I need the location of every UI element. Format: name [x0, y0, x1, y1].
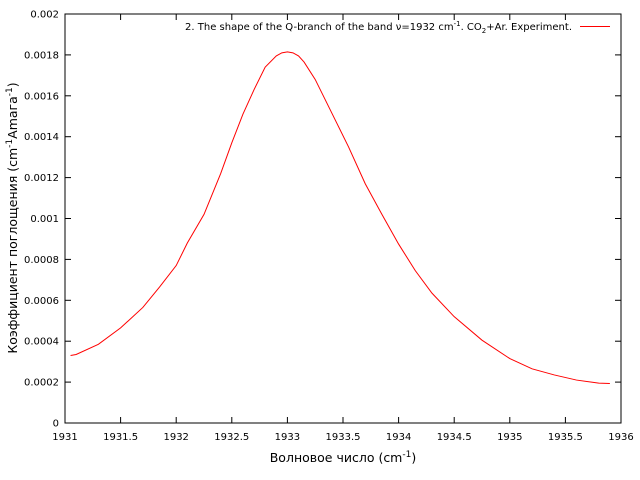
y-tick-label: 0.0008	[24, 255, 59, 266]
x-tick-label: 1933.5	[326, 432, 361, 443]
x-tick-label: 1934	[386, 432, 411, 443]
series-layer	[70, 51, 610, 385]
y-tick-label: 0.0002	[24, 378, 59, 389]
legend-label: 2. The shape of the Q-branch of the band…	[185, 20, 572, 35]
y-axis-ticks: 0 0.0002 0.0004 0.0006 0.0008 0.001 0.0012 0.00…	[24, 10, 621, 430]
x-tick-label: 1931	[52, 432, 77, 443]
y-axis-title: Коэффициент поглощения (cm-1Amага-1)	[5, 82, 20, 353]
y-tick-label: 0.002	[30, 10, 59, 21]
x-tick-label: 1936	[608, 432, 633, 443]
y-tick-label: 0	[53, 419, 59, 430]
y-tick-label: 0.0006	[24, 296, 59, 307]
legend: 2. The shape of the Q-branch of the band…	[185, 20, 610, 35]
x-axis-title: Волновое число (cm-1)	[270, 450, 417, 465]
series-line	[70, 51, 610, 385]
y-tick-label: 0.0012	[24, 173, 59, 184]
y-tick-label: 0.0004	[24, 337, 59, 348]
y-tick-label: 0.0018	[24, 50, 59, 61]
x-tick-label: 1932.5	[214, 432, 249, 443]
x-tick-label: 1933	[275, 432, 300, 443]
y-tick-label: 0.0016	[24, 91, 59, 102]
plot-frame	[64, 13, 622, 424]
y-tick-label: 0.001	[30, 214, 59, 225]
x-tick-label: 1934.5	[437, 432, 472, 443]
x-tick-label: 1935	[497, 432, 522, 443]
x-tick-label: 1932	[163, 432, 188, 443]
x-axis-ticks: 1931 1931.5 1932 1932.5 1933 1933.5 1934 1934.5…	[52, 14, 634, 443]
x-tick-label: 1935.5	[548, 432, 583, 443]
x-tick-label: 1931.5	[103, 432, 138, 443]
y-tick-label: 0.0014	[24, 132, 59, 143]
